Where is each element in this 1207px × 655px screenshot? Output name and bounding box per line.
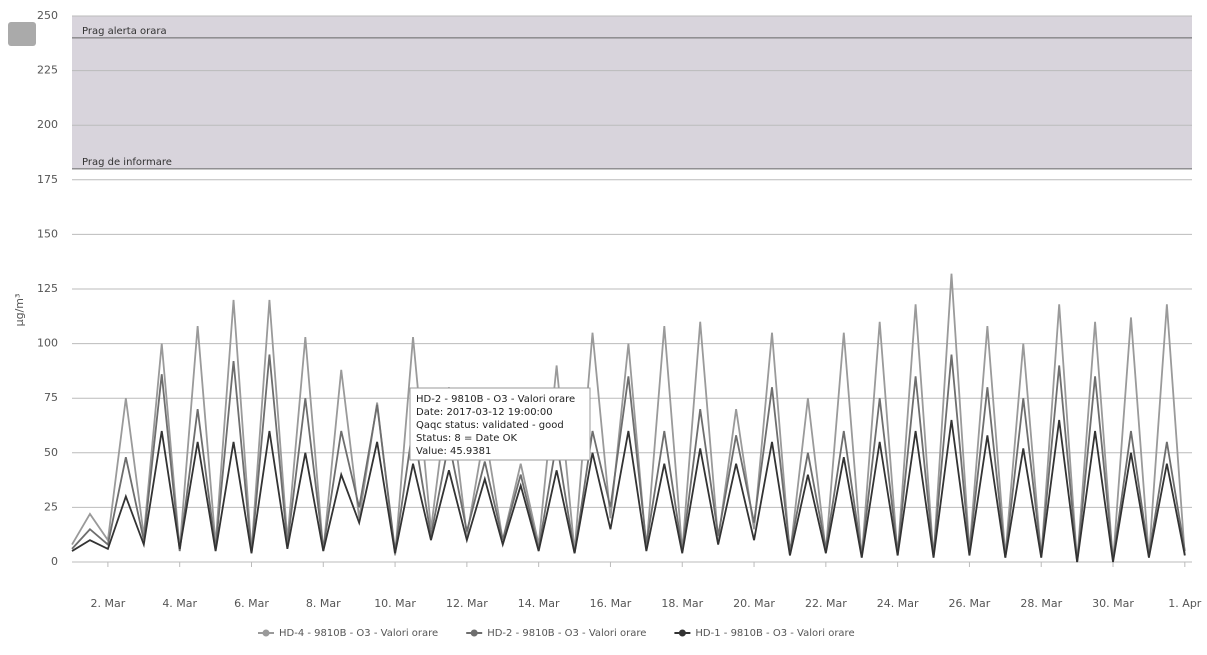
y-axis-label: µg/m³: [13, 294, 26, 327]
y-tick-label: 225: [37, 64, 58, 77]
series-line: [71, 419, 1186, 563]
legend-marker: [470, 629, 478, 637]
x-tick-label: 12. Mar: [446, 597, 488, 610]
x-tick-label: 22. Mar: [805, 597, 847, 610]
tooltip-line: Value: 45.9381: [416, 446, 491, 457]
threshold-band: [72, 16, 1192, 169]
legend-marker: [262, 629, 270, 637]
legend-label: HD-2 - 9810B - O3 - Valori orare: [487, 628, 646, 639]
x-tick-label: 8. Mar: [306, 597, 341, 610]
series-line: [71, 354, 1186, 563]
x-tick-label: 18. Mar: [661, 597, 703, 610]
x-tick-label: 10. Mar: [374, 597, 416, 610]
y-tick-label: 125: [37, 282, 58, 295]
tooltip-line: HD-2 - 9810B - O3 - Valori orare: [416, 394, 575, 405]
x-tick-label: 1. Apr: [1168, 597, 1201, 610]
y-tick-label: 100: [37, 337, 58, 350]
x-tick-label: 16. Mar: [590, 597, 632, 610]
tooltip: HD-2 - 9810B - O3 - Valori orare Date: 20…: [409, 387, 591, 461]
legend-item[interactable]: HD-2 - 9810B - O3 - Valori orare: [466, 628, 646, 639]
legend-label: HD-1 - 9810B - O3 - Valori orare: [695, 628, 854, 639]
x-tick-label: 14. Mar: [518, 597, 560, 610]
tooltip-line: Qaqc status: validated - good: [416, 420, 564, 431]
y-tick-label: 175: [37, 173, 58, 186]
menu-icon[interactable]: [8, 22, 36, 46]
legend-item[interactable]: HD-4 - 9810B - O3 - Valori orare: [258, 628, 438, 639]
x-tick-label: 20. Mar: [733, 597, 775, 610]
x-tick-label: 4. Mar: [162, 597, 197, 610]
plot-line-label: Prag de informare: [82, 157, 172, 168]
tooltip-line: Date: 2017-03-12 19:00:00: [416, 407, 553, 418]
y-tick-label: 250: [37, 9, 58, 22]
x-tick-label: 6. Mar: [234, 597, 269, 610]
legend-label: HD-4 - 9810B - O3 - Valori orare: [279, 628, 438, 639]
y-tick-label: 50: [44, 446, 58, 459]
tooltip-line: Status: 8 = Date OK: [416, 433, 517, 444]
y-tick-label: 25: [44, 500, 58, 513]
series-line: [71, 273, 1186, 563]
tooltip-box: [409, 387, 591, 461]
x-tick-label: 2. Mar: [91, 597, 126, 610]
x-tick-label: 26. Mar: [949, 597, 991, 610]
legend-marker: [678, 629, 686, 637]
x-tick-label: 28. Mar: [1020, 597, 1062, 610]
y-tick-label: 75: [44, 391, 58, 404]
legend-item[interactable]: HD-1 - 9810B - O3 - Valori orare: [674, 628, 855, 639]
y-tick-label: 150: [37, 227, 58, 240]
plot-line-label: Prag alerta orara: [82, 26, 167, 37]
x-tick-label: 24. Mar: [877, 597, 919, 610]
y-tick-label: 200: [37, 118, 58, 131]
y-tick-label: 0: [51, 555, 58, 568]
x-tick-label: 30. Mar: [1092, 597, 1134, 610]
